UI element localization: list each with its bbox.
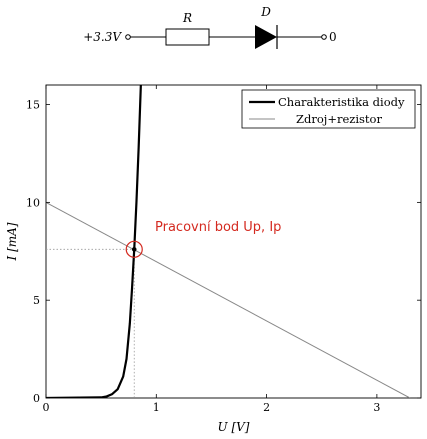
resistor-symbol (165, 28, 210, 46)
y-tick-label: 5 (33, 294, 40, 307)
source-voltage-label: +3.3V (83, 30, 122, 44)
y-tick-labels: 0 5 10 15 (26, 99, 40, 405)
axis-ticks (45, 85, 421, 399)
series-layer (46, 85, 411, 398)
circuit-schematic: +3.3V R D 0 (83, 5, 337, 49)
series-line-0 (46, 85, 142, 398)
plot-frame (45, 84, 422, 399)
diode-label: D (260, 5, 271, 19)
x-tick-label: 2 (263, 401, 270, 414)
legend-box (241, 89, 416, 129)
x-tick-label: 0 (43, 401, 50, 414)
legend: Charakteristika diody Zdroj+rezistor (241, 89, 416, 129)
source-terminal (125, 34, 131, 40)
x-axis-label: U [V] (218, 420, 250, 434)
y-tick-label: 0 (33, 392, 40, 405)
x-tick-labels: 0 1 2 3 (43, 401, 381, 414)
y-tick-label: 10 (26, 196, 40, 209)
operating-point-ring (125, 240, 143, 258)
x-tick-label: 3 (373, 401, 380, 414)
legend-label-diode: Charakteristika diody (278, 95, 405, 109)
ground-label: 0 (329, 30, 337, 44)
y-tick-label: 15 (26, 99, 40, 112)
operating-point: Pracovní bod Up, Ip (125, 220, 281, 258)
plot-area: 0 1 2 3 0 5 10 15 U [V] I [mA] Pracovní bod Up… (5, 84, 422, 434)
resistor-label: R (182, 11, 192, 25)
operating-point-dot (131, 247, 137, 252)
y-axis-label: I [mA] (5, 222, 19, 261)
x-tick-label: 1 (153, 401, 160, 414)
ground-terminal (321, 34, 327, 40)
legend-label-source: Zdroj+rezistor (296, 112, 382, 126)
operating-point-guides (46, 248, 135, 398)
diode-symbol (255, 25, 277, 49)
operating-point-label: Pracovní bod Up, Ip (155, 220, 281, 235)
series-line-1 (46, 201, 411, 398)
